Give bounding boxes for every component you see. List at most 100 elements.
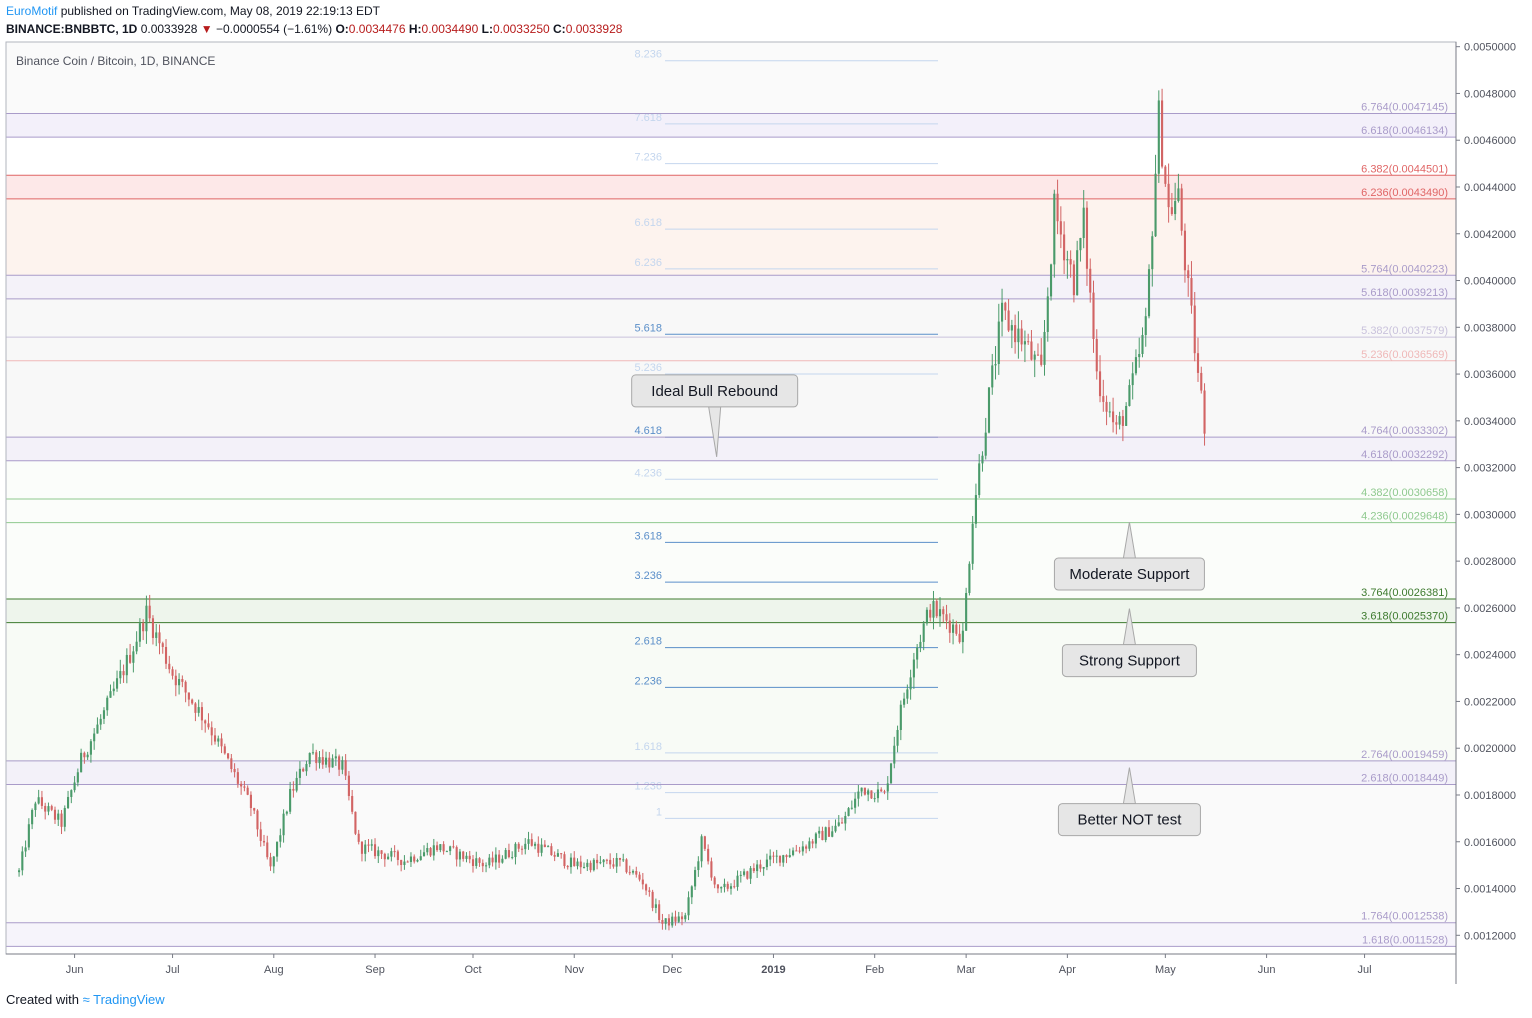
candle-body xyxy=(1177,188,1180,202)
candle-body xyxy=(903,698,906,705)
candle-body xyxy=(1193,305,1196,354)
open-label: O: xyxy=(335,22,349,36)
candle-body xyxy=(171,669,174,676)
price-tick-label: 0.0014000 xyxy=(1464,884,1516,896)
candle-body xyxy=(645,884,648,891)
candle-body xyxy=(119,671,122,679)
candle-body xyxy=(465,855,468,859)
high-label: H: xyxy=(408,22,422,36)
candle-body xyxy=(187,692,190,700)
candle-body xyxy=(321,757,324,765)
candle-body xyxy=(909,677,912,690)
candle-body xyxy=(899,704,902,730)
callout-box xyxy=(1061,644,1197,678)
candle-body xyxy=(233,768,236,773)
candle-body xyxy=(1105,401,1108,412)
candle-body xyxy=(194,703,197,713)
candle-body xyxy=(530,839,533,846)
candle-body xyxy=(945,614,948,621)
time-tick-label: Oct xyxy=(464,964,481,976)
fib-band xyxy=(6,598,1456,623)
candle-body xyxy=(733,886,736,888)
candle-body xyxy=(409,856,413,863)
author-link[interactable]: EuroMotif xyxy=(6,4,58,18)
price-chart[interactable]: 8.236 7.618 7.236 6.618 6.236 5.618 5.236 4.618… xyxy=(0,0,1532,990)
candle-body xyxy=(622,859,625,861)
tradingview-brand[interactable]: TradingView xyxy=(93,992,165,1007)
candle-body xyxy=(674,916,677,922)
fib-band xyxy=(6,175,1456,199)
candle-body xyxy=(380,850,383,854)
candle-body xyxy=(612,864,615,867)
price-tick-label: 0.0016000 xyxy=(1464,837,1516,849)
candle-body xyxy=(618,857,622,860)
candle-body xyxy=(876,789,880,799)
candle-body xyxy=(860,787,863,792)
fib-label: 5.764(0.0040223) xyxy=(1361,263,1448,275)
candle-body xyxy=(599,862,602,864)
candle-body xyxy=(47,806,50,812)
candle-body xyxy=(1095,338,1098,372)
candle-body xyxy=(942,609,945,615)
candle-body xyxy=(1196,353,1200,373)
candle-body xyxy=(230,758,233,769)
candle-body xyxy=(716,884,719,889)
candle-body xyxy=(687,897,690,916)
candle-body xyxy=(919,641,922,648)
candle-body xyxy=(537,843,540,853)
fib-ext-label: 7.618 xyxy=(634,112,662,124)
price-tick-label: 0.0034000 xyxy=(1464,416,1516,428)
candle-body xyxy=(285,811,288,814)
candle-body xyxy=(968,563,971,593)
candle-body xyxy=(798,850,801,852)
price-tick-label: 0.0046000 xyxy=(1464,135,1516,147)
candle-body xyxy=(782,855,785,863)
candle-body xyxy=(1023,341,1026,345)
candle-body xyxy=(1174,201,1177,215)
fib-ext-label: 6.618 xyxy=(634,217,662,229)
callout: Ideal Bull Rebound xyxy=(631,374,799,457)
candle-body xyxy=(432,845,435,856)
candle-body xyxy=(785,855,788,858)
candle-body xyxy=(615,857,618,867)
candle-body xyxy=(96,724,99,734)
low-value: 0.0033250 xyxy=(492,22,550,36)
candle-body xyxy=(178,678,181,686)
candle-body xyxy=(324,757,328,765)
candle-body xyxy=(292,788,295,791)
candle-body xyxy=(1112,411,1115,423)
candle-body xyxy=(602,859,605,863)
candle-body xyxy=(341,760,344,770)
candle-body xyxy=(275,841,279,857)
candle-body xyxy=(282,813,285,836)
candle-body xyxy=(60,813,63,827)
candle-body xyxy=(73,782,76,791)
price-tick-label: 0.0026000 xyxy=(1464,603,1516,615)
candle-body xyxy=(631,870,635,873)
price-tick-label: 0.0024000 xyxy=(1464,650,1516,662)
candle-body xyxy=(929,609,932,618)
candle-body xyxy=(958,633,961,643)
candle-body xyxy=(854,798,857,808)
candle-body xyxy=(1131,373,1134,386)
candle-body xyxy=(191,699,194,704)
fib-band xyxy=(6,437,1456,461)
candle-body xyxy=(641,879,644,885)
price-tick-label: 0.0038000 xyxy=(1464,322,1516,334)
price-tick-label: 0.0012000 xyxy=(1464,930,1516,942)
candle-body xyxy=(125,654,128,676)
price-tick-label: 0.0036000 xyxy=(1464,369,1516,381)
candle-body xyxy=(354,811,357,834)
candle-body xyxy=(429,848,432,856)
candle-body xyxy=(236,772,239,784)
candle-body xyxy=(563,854,566,867)
candle-body xyxy=(57,813,60,820)
candle-body xyxy=(377,850,380,857)
time-tick-label: 2019 xyxy=(761,964,785,976)
candle-body xyxy=(485,865,488,867)
candle-body xyxy=(50,806,53,810)
fib-label: 3.618(0.0025370) xyxy=(1361,611,1448,623)
candle-body xyxy=(952,624,955,633)
fib-band xyxy=(6,198,1456,276)
candle-body xyxy=(605,859,608,861)
